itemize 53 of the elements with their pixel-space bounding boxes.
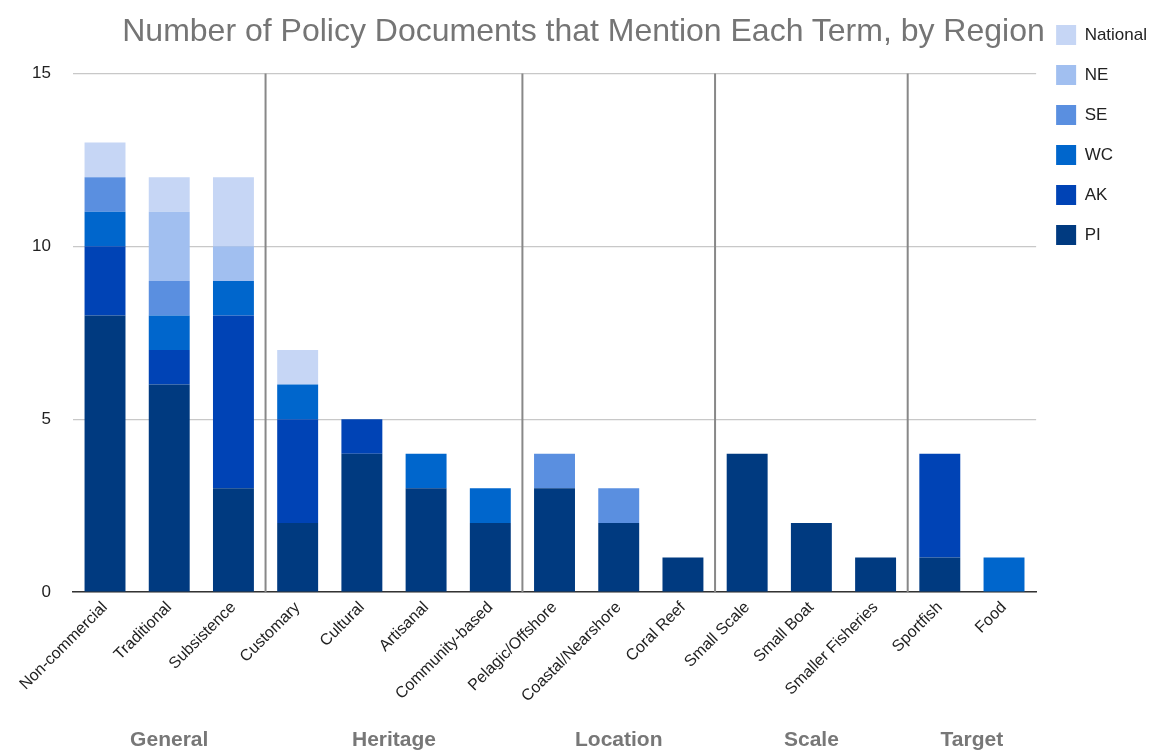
legend-label: PI <box>1084 224 1101 244</box>
bar <box>212 246 254 281</box>
bar <box>148 350 190 385</box>
bar <box>84 315 126 592</box>
bar <box>212 488 254 592</box>
bar <box>277 522 319 592</box>
bar <box>277 419 319 523</box>
bar <box>148 177 190 212</box>
bar <box>148 315 190 351</box>
bar <box>212 280 254 316</box>
bar <box>148 384 190 592</box>
y-tick-label: 10 <box>31 235 51 255</box>
chart-title: Number of Policy Documents that Mention Each Term, by Region <box>122 12 1045 49</box>
bar <box>212 315 254 489</box>
text: Heritage <box>351 727 436 751</box>
legend-label: WC <box>1084 144 1113 164</box>
bar <box>534 488 575 592</box>
bar <box>919 453 961 558</box>
legend-label: AK <box>1084 184 1108 204</box>
y-tick-label: 15 <box>31 63 51 83</box>
text: General <box>130 727 209 751</box>
bar <box>790 522 832 592</box>
legend-label: SE <box>1084 104 1108 124</box>
bar <box>726 453 768 592</box>
bar <box>662 557 704 592</box>
bar <box>84 142 126 178</box>
bar <box>983 557 1025 592</box>
bar <box>84 246 126 316</box>
text: Location <box>574 727 663 751</box>
bar <box>277 384 319 420</box>
bar <box>855 557 897 592</box>
text: Scale <box>783 727 839 751</box>
text: Target <box>940 727 1004 751</box>
bar <box>84 211 126 247</box>
bar <box>598 488 640 523</box>
bar <box>919 557 961 592</box>
bar <box>148 280 190 316</box>
bar <box>341 453 383 592</box>
bar <box>341 419 383 454</box>
bar <box>405 453 447 489</box>
bar <box>598 522 640 592</box>
bar <box>469 488 511 523</box>
legend-label: National <box>1084 24 1147 44</box>
bar <box>212 177 254 247</box>
y-tick-label: 0 <box>41 581 51 601</box>
bar <box>148 211 190 281</box>
bar <box>469 522 511 592</box>
y-tick-label: 5 <box>41 408 51 428</box>
bar <box>277 350 319 385</box>
bar <box>534 453 575 489</box>
bar <box>405 488 447 592</box>
legend-label: NE <box>1084 64 1109 84</box>
bar <box>84 177 126 212</box>
